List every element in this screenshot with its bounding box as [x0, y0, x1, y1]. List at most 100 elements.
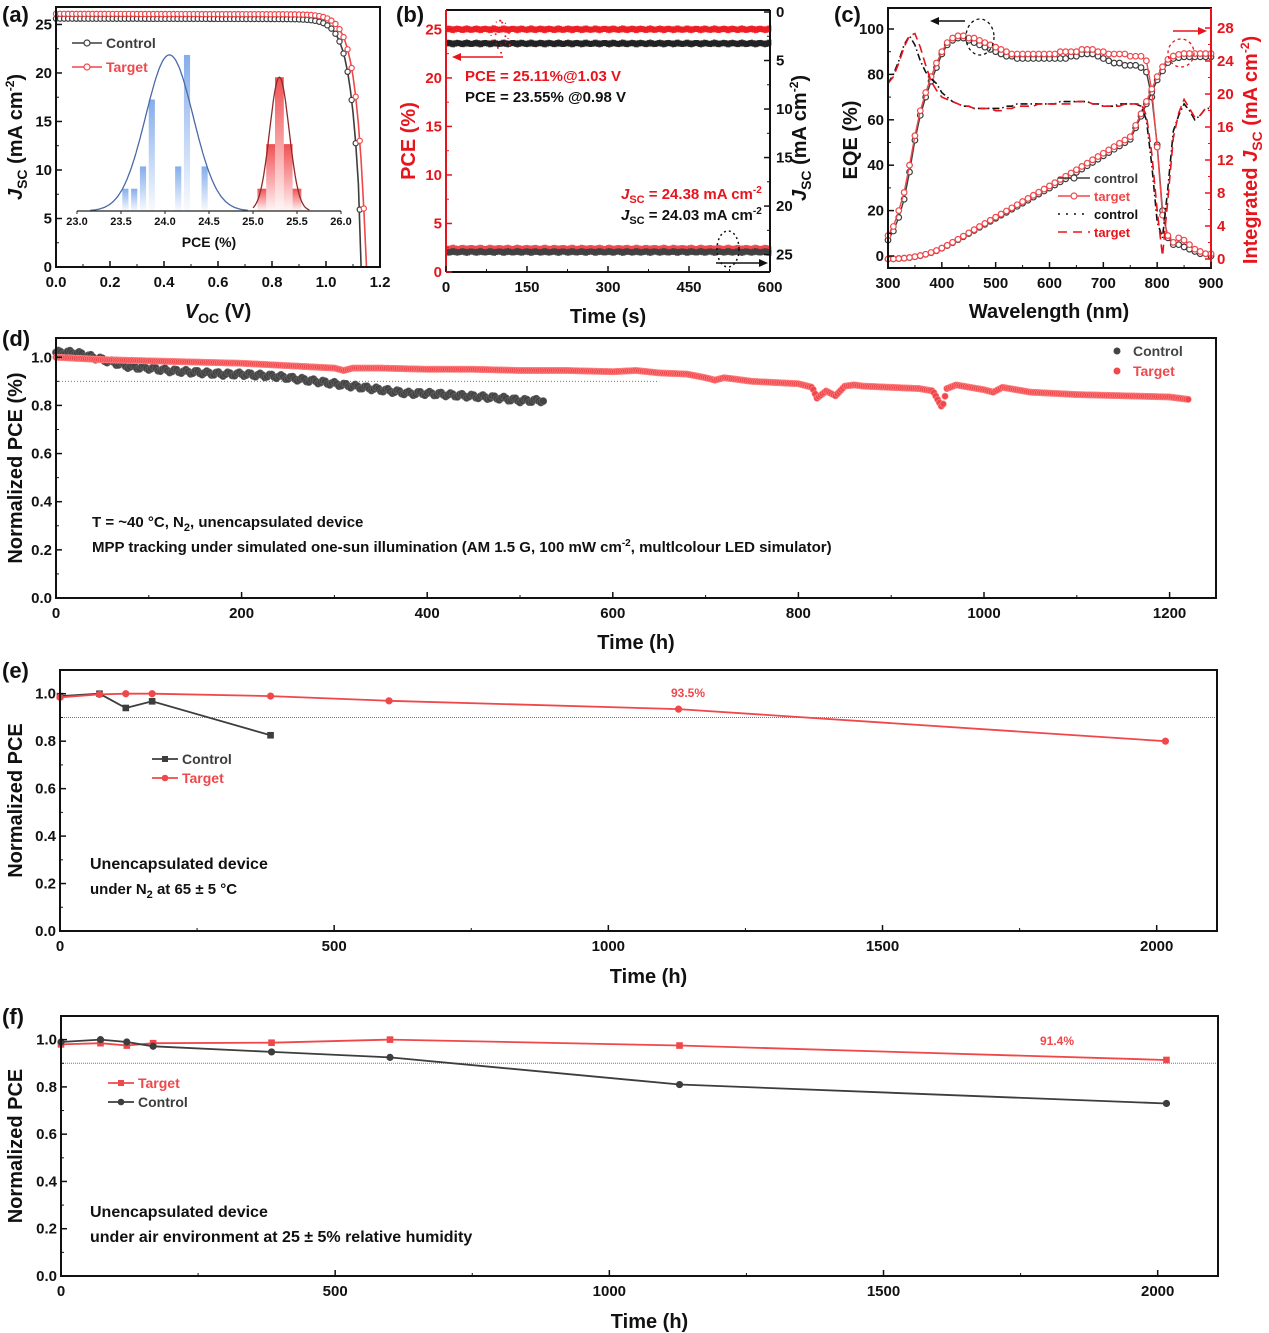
- y-tick-label: 0.0: [35, 923, 56, 940]
- x-axis-label: Wavelength (nm): [969, 301, 1129, 323]
- panel-c-eqe-spectrum: 300 400 500 600 700 800 900 0 20 40 60 80 100 0 4 8 12 16…: [834, 2, 1265, 323]
- x-axis-label: VOC (V): [185, 301, 252, 326]
- point-target-jsc: [1159, 63, 1166, 71]
- point-target-jsc: [1180, 50, 1188, 57]
- stability-line-target: [59, 692, 1166, 743]
- point-target-jsc: [1051, 179, 1059, 187]
- plot-frame: [55, 337, 1217, 599]
- y-axis-label-right-part: SC: [1249, 131, 1265, 150]
- y-tick-label: 0.4: [31, 494, 53, 511]
- point-target-eqe: [1180, 236, 1188, 244]
- gaussian-fit-target: [252, 76, 310, 211]
- stability-point-control: [96, 1036, 105, 1044]
- stability-point-target: [385, 697, 393, 705]
- point-target-jsc: [1196, 50, 1204, 57]
- legend-marker-control: [1113, 347, 1121, 355]
- y-axis-label-part: SC: [14, 169, 30, 188]
- stability-point-control: [149, 1042, 157, 1050]
- stability-point-control: [148, 698, 156, 705]
- stability-point-target: [386, 1036, 394, 1043]
- outlier-dot: [494, 33, 497, 36]
- x-tick-label: 1000: [967, 605, 1000, 622]
- x-tick-label: 450: [676, 279, 701, 296]
- point-target-eqe: [959, 32, 967, 40]
- y-tick-label: 0.2: [31, 542, 52, 559]
- x-tick-label: 600: [600, 605, 625, 622]
- point-target-jsc: [1078, 163, 1086, 170]
- stability-line-target: [60, 1038, 1167, 1061]
- legend-label: control: [1094, 171, 1138, 186]
- jv-point-control: [328, 25, 335, 32]
- outlier-dot: [501, 21, 504, 24]
- y-axis-label-left: EQE (%): [840, 101, 862, 180]
- point-target-eqe: [1153, 143, 1161, 151]
- stability-point-control: [675, 1080, 684, 1089]
- point-target-eqe: [1196, 248, 1204, 255]
- point-target-eqe: [889, 223, 897, 230]
- plot-frame: [887, 7, 1212, 269]
- y-tick-label: 20: [867, 203, 884, 220]
- y-tick-label: 0.2: [36, 1221, 57, 1238]
- y-tick-label: 0.0: [36, 1268, 57, 1285]
- point-target-eqe: [1078, 46, 1086, 53]
- point-target-jsc: [933, 247, 940, 254]
- x-tick-label: 150: [514, 279, 539, 296]
- point-target-eqe: [1191, 245, 1199, 253]
- stability-point-target: [1163, 1056, 1170, 1064]
- jv-point-control: [344, 68, 351, 76]
- jv-point-control: [336, 38, 343, 45]
- hist-bar-control: [122, 188, 129, 211]
- annotation-line-2-part: under N: [90, 881, 147, 898]
- mpp-point-target: [941, 392, 949, 400]
- point-target-eqe: [1169, 238, 1177, 246]
- hist-bar-control: [131, 188, 138, 211]
- x-tick-label: 800: [786, 605, 811, 622]
- point-target-jsc: [895, 255, 903, 262]
- point-target-jsc: [1148, 85, 1156, 93]
- y-tick-label: 15: [425, 118, 442, 135]
- y-axis-label-right-part: ): [789, 75, 811, 82]
- point-target-jsc: [938, 244, 946, 252]
- annotation-line-2-part: 2: [147, 889, 153, 901]
- stability-point-target: [1161, 737, 1170, 745]
- point-target-jsc: [1046, 182, 1053, 190]
- x-tick-label: 0: [52, 605, 60, 622]
- annotation-control-jsc-part: = 24.03 mA cm: [645, 207, 753, 224]
- annotation-conditions-part: 2: [184, 522, 190, 534]
- point-control-eqe: [1121, 61, 1129, 69]
- annotation-target-jsc-part: J: [621, 186, 630, 203]
- panel-b-steady-state-output: 0 150 300 450 600 0 5 10 15 20 25 0 5 10 15 20 25 PCE = 2…: [396, 2, 814, 328]
- y-axis-label-right-part: -2: [787, 81, 801, 92]
- point-target-eqe: [1137, 52, 1145, 60]
- point-target-eqe: [1164, 232, 1172, 239]
- point-target-eqe: [922, 89, 930, 96]
- point-target-jsc: [1073, 166, 1080, 174]
- x-tick-label: 800: [1145, 275, 1170, 292]
- y-axis-label-right-part: Integrated: [1240, 162, 1262, 264]
- point-target-jsc: [992, 213, 1000, 221]
- x-tick-label: 600: [1037, 275, 1062, 292]
- panel-f-humidity-stability: 0 500 1000 1500 2000 0.0 0.2 0.4 0.6 0.8 1.0 Target…: [2, 1004, 1219, 1333]
- x-axis-label: Time (s): [570, 306, 646, 328]
- y-axis-label-right-part: SC: [798, 170, 814, 189]
- x-tick-label: 700: [1091, 275, 1116, 292]
- stability-point-target: [95, 690, 104, 699]
- y-tick-label: 10: [425, 167, 442, 184]
- annotation-target-pce: PCE = 25.11%@1.03 V: [465, 68, 621, 85]
- y-axis-label: Normalized PCE (%): [5, 372, 27, 563]
- y-axis-label-part: -2: [3, 80, 17, 91]
- stability-point-control: [123, 1038, 131, 1046]
- point-target-jsc: [916, 252, 924, 259]
- y-tick-label: 0.8: [35, 733, 56, 750]
- hist-bar-control: [201, 166, 208, 211]
- point-target-jsc: [976, 223, 983, 230]
- dotted-circle-highlight-red: [490, 20, 510, 46]
- point-target-jsc: [1142, 98, 1150, 105]
- panel-label: (e): [2, 658, 29, 683]
- point-target-eqe: [1019, 50, 1026, 58]
- stability-point-target: [676, 1042, 683, 1049]
- x-tick-label: 400: [929, 275, 954, 292]
- panel-label: (d): [2, 326, 30, 351]
- x-tick-label: 1.0: [316, 274, 337, 291]
